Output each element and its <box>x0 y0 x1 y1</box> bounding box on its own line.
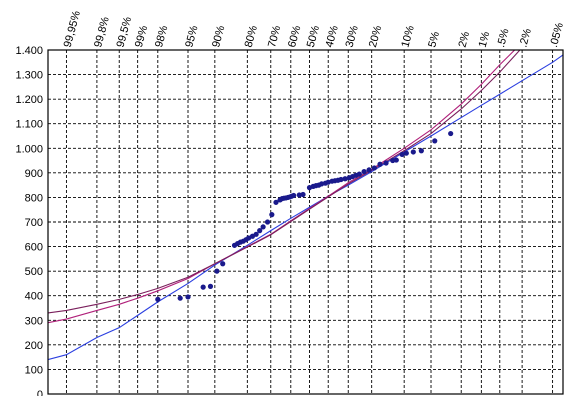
data-point <box>399 151 405 158</box>
x-tick-label: 98% <box>153 24 170 49</box>
x-tick-label: 20% <box>367 24 384 49</box>
x-tick-label: 50% <box>305 24 322 49</box>
data-point <box>200 284 206 290</box>
x-tick-label: 5% <box>426 30 442 49</box>
data-point <box>273 199 279 205</box>
data-point <box>185 294 191 300</box>
y-axis-tick-labels: 0 100 200 300 400 500 600 700 800 900 1.000 1.100 1.… <box>15 45 43 396</box>
x-tick-label: 99,5% <box>115 15 135 48</box>
x-tick-label: 95% <box>183 24 200 49</box>
y-tick-label: 1.200 <box>15 94 43 106</box>
fitted-curve-2 <box>48 50 516 324</box>
x-tick-label: 99,8% <box>92 15 112 48</box>
data-point <box>371 165 377 171</box>
data-point <box>253 231 259 237</box>
x-tick-label: 10% <box>399 24 416 49</box>
x-tick-label: 1% <box>477 30 493 49</box>
y-tick-label: 100 <box>25 364 43 376</box>
data-point <box>383 160 389 166</box>
y-tick-label: 400 <box>25 291 43 303</box>
x-tick-label: .5% <box>495 27 512 49</box>
data-point <box>291 192 297 199</box>
x-tick-label: 30% <box>344 24 361 49</box>
data-point <box>257 228 263 234</box>
data-point <box>377 161 383 167</box>
x-tick-label: .2% <box>517 27 534 49</box>
data-point <box>269 212 275 218</box>
fitted-curve-1 <box>48 54 563 361</box>
x-tick-label: 60% <box>286 24 303 49</box>
x-tick-label: 70% <box>266 24 283 49</box>
y-tick-label: 700 <box>25 217 43 229</box>
data-point <box>300 191 306 198</box>
data-point <box>448 130 454 137</box>
data-point <box>155 296 161 302</box>
fitted-curves <box>48 50 563 361</box>
y-tick-label: 200 <box>25 340 43 352</box>
data-point <box>338 176 344 183</box>
plot-frame <box>47 49 564 395</box>
data-point <box>366 167 372 173</box>
data-point <box>214 268 220 274</box>
data-point <box>418 148 424 154</box>
y-tick-label: 300 <box>25 315 43 327</box>
data-point <box>177 295 183 301</box>
x-tick-label: 99,95% <box>62 9 83 48</box>
x-tick-label: 2% <box>457 30 473 49</box>
data-point <box>403 150 409 156</box>
y-tick-label: 900 <box>25 168 43 180</box>
data-point <box>220 261 226 267</box>
x-axis-tick-labels: 99,95% 99,8% 99,5%99% 98% 95% 90% 80% 70% 60% 50%… <box>62 9 565 48</box>
y-tick-label: 1.300 <box>15 70 43 82</box>
x-tick-label: 90% <box>210 24 227 49</box>
y-tick-label: 800 <box>25 192 43 204</box>
data-point <box>260 224 266 230</box>
data-points <box>155 130 454 302</box>
x-tick-label: 80% <box>243 24 260 49</box>
y-tick-label: 500 <box>25 266 43 278</box>
y-tick-label: 1.400 <box>15 45 43 57</box>
data-point <box>342 176 348 182</box>
grid <box>48 49 563 395</box>
x-tick-label: 40% <box>324 24 341 49</box>
x-tick-label: .05% <box>548 21 565 49</box>
y-tick-label: 1.100 <box>15 119 43 131</box>
data-point <box>432 138 438 144</box>
data-point <box>264 219 271 225</box>
data-point <box>393 157 399 163</box>
data-point <box>361 169 367 175</box>
x-tick-label: 99% <box>133 24 150 49</box>
data-point <box>207 283 214 289</box>
data-point <box>356 171 362 177</box>
data-point <box>410 149 416 155</box>
fitted-curve-3 <box>48 50 521 314</box>
y-tick-label: 600 <box>25 242 43 254</box>
y-tick-label: 0 <box>37 389 43 396</box>
y-tick-label: 1.000 <box>15 143 43 155</box>
